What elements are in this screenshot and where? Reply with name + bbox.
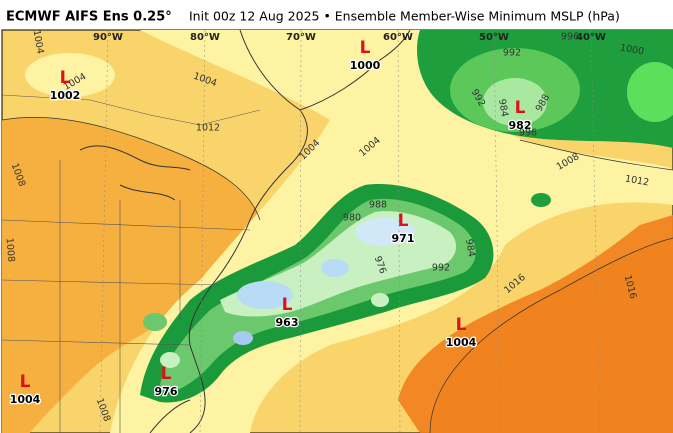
longitude-label: 70°W (286, 32, 316, 43)
low-symbol: L (20, 372, 31, 392)
low-pressure-value: 982 (509, 119, 532, 132)
longitude-label: 90°W (93, 32, 123, 43)
contour-label: 1012 (624, 173, 650, 188)
isobar (1, 117, 261, 221)
isobar (429, 237, 673, 433)
low-region (483, 78, 547, 126)
storm-core (233, 331, 253, 345)
coastline (299, 29, 411, 111)
contour-label: 996 (519, 128, 537, 139)
title: ECMWF AIFS Ens 0.25° (6, 10, 172, 25)
low-symbol: L (282, 295, 293, 315)
great-lakes (79, 145, 191, 201)
longitude-label: 60°W (383, 32, 413, 43)
low-pressure-value: 1004 (446, 336, 477, 349)
low-pressure-value: 976 (155, 385, 178, 398)
contour-label: 984 (496, 98, 510, 118)
low-pressure-value: 1002 (50, 89, 81, 102)
low-pressure-value: 963 (276, 316, 299, 329)
storm-core (160, 352, 180, 368)
contour-label: 1004 (30, 29, 45, 55)
low-symbol: L (60, 68, 71, 88)
contour-label: 980 (343, 213, 361, 224)
coastline (188, 29, 308, 433)
low-region (627, 62, 673, 122)
storm-core (237, 281, 293, 309)
land-shading (2, 117, 260, 433)
map (1, 29, 673, 433)
low-symbol: L (360, 38, 371, 58)
coastline (149, 399, 191, 433)
low-symbol: L (515, 98, 526, 118)
meridians (99, 29, 601, 433)
storm-core (143, 313, 167, 331)
storm-core (371, 293, 389, 307)
contour-label: 984 (463, 238, 477, 258)
longitude-label: 40°W (576, 32, 606, 43)
low-pressure-value: 1004 (10, 393, 41, 406)
light-region (25, 53, 115, 97)
contour-label: 1008 (3, 237, 16, 262)
low-pressure-value: 971 (392, 232, 415, 245)
contour-label: 1000 (619, 42, 645, 57)
subtitle: Init 00z 12 Aug 2025 • Ensemble Member-W… (189, 9, 620, 24)
longitude-label: 50°W (479, 32, 509, 43)
low-region (531, 193, 551, 207)
low-pressure-value: 1000 (350, 59, 381, 72)
low-symbol: L (456, 315, 467, 335)
low-symbol: L (398, 211, 409, 231)
contour-label: 1012 (196, 123, 220, 134)
contour-label: 992 (432, 263, 450, 274)
contour-label: 988 (369, 200, 387, 211)
high-region-core (398, 215, 673, 433)
low-symbol: L (161, 364, 172, 384)
contour-label: 992 (503, 48, 521, 59)
storm-core (321, 259, 349, 277)
longitude-label: 80°W (190, 32, 220, 43)
isobar (519, 139, 673, 171)
contour-label: 996 (561, 32, 579, 43)
state-borders (1, 94, 261, 433)
storm-core (355, 218, 415, 246)
